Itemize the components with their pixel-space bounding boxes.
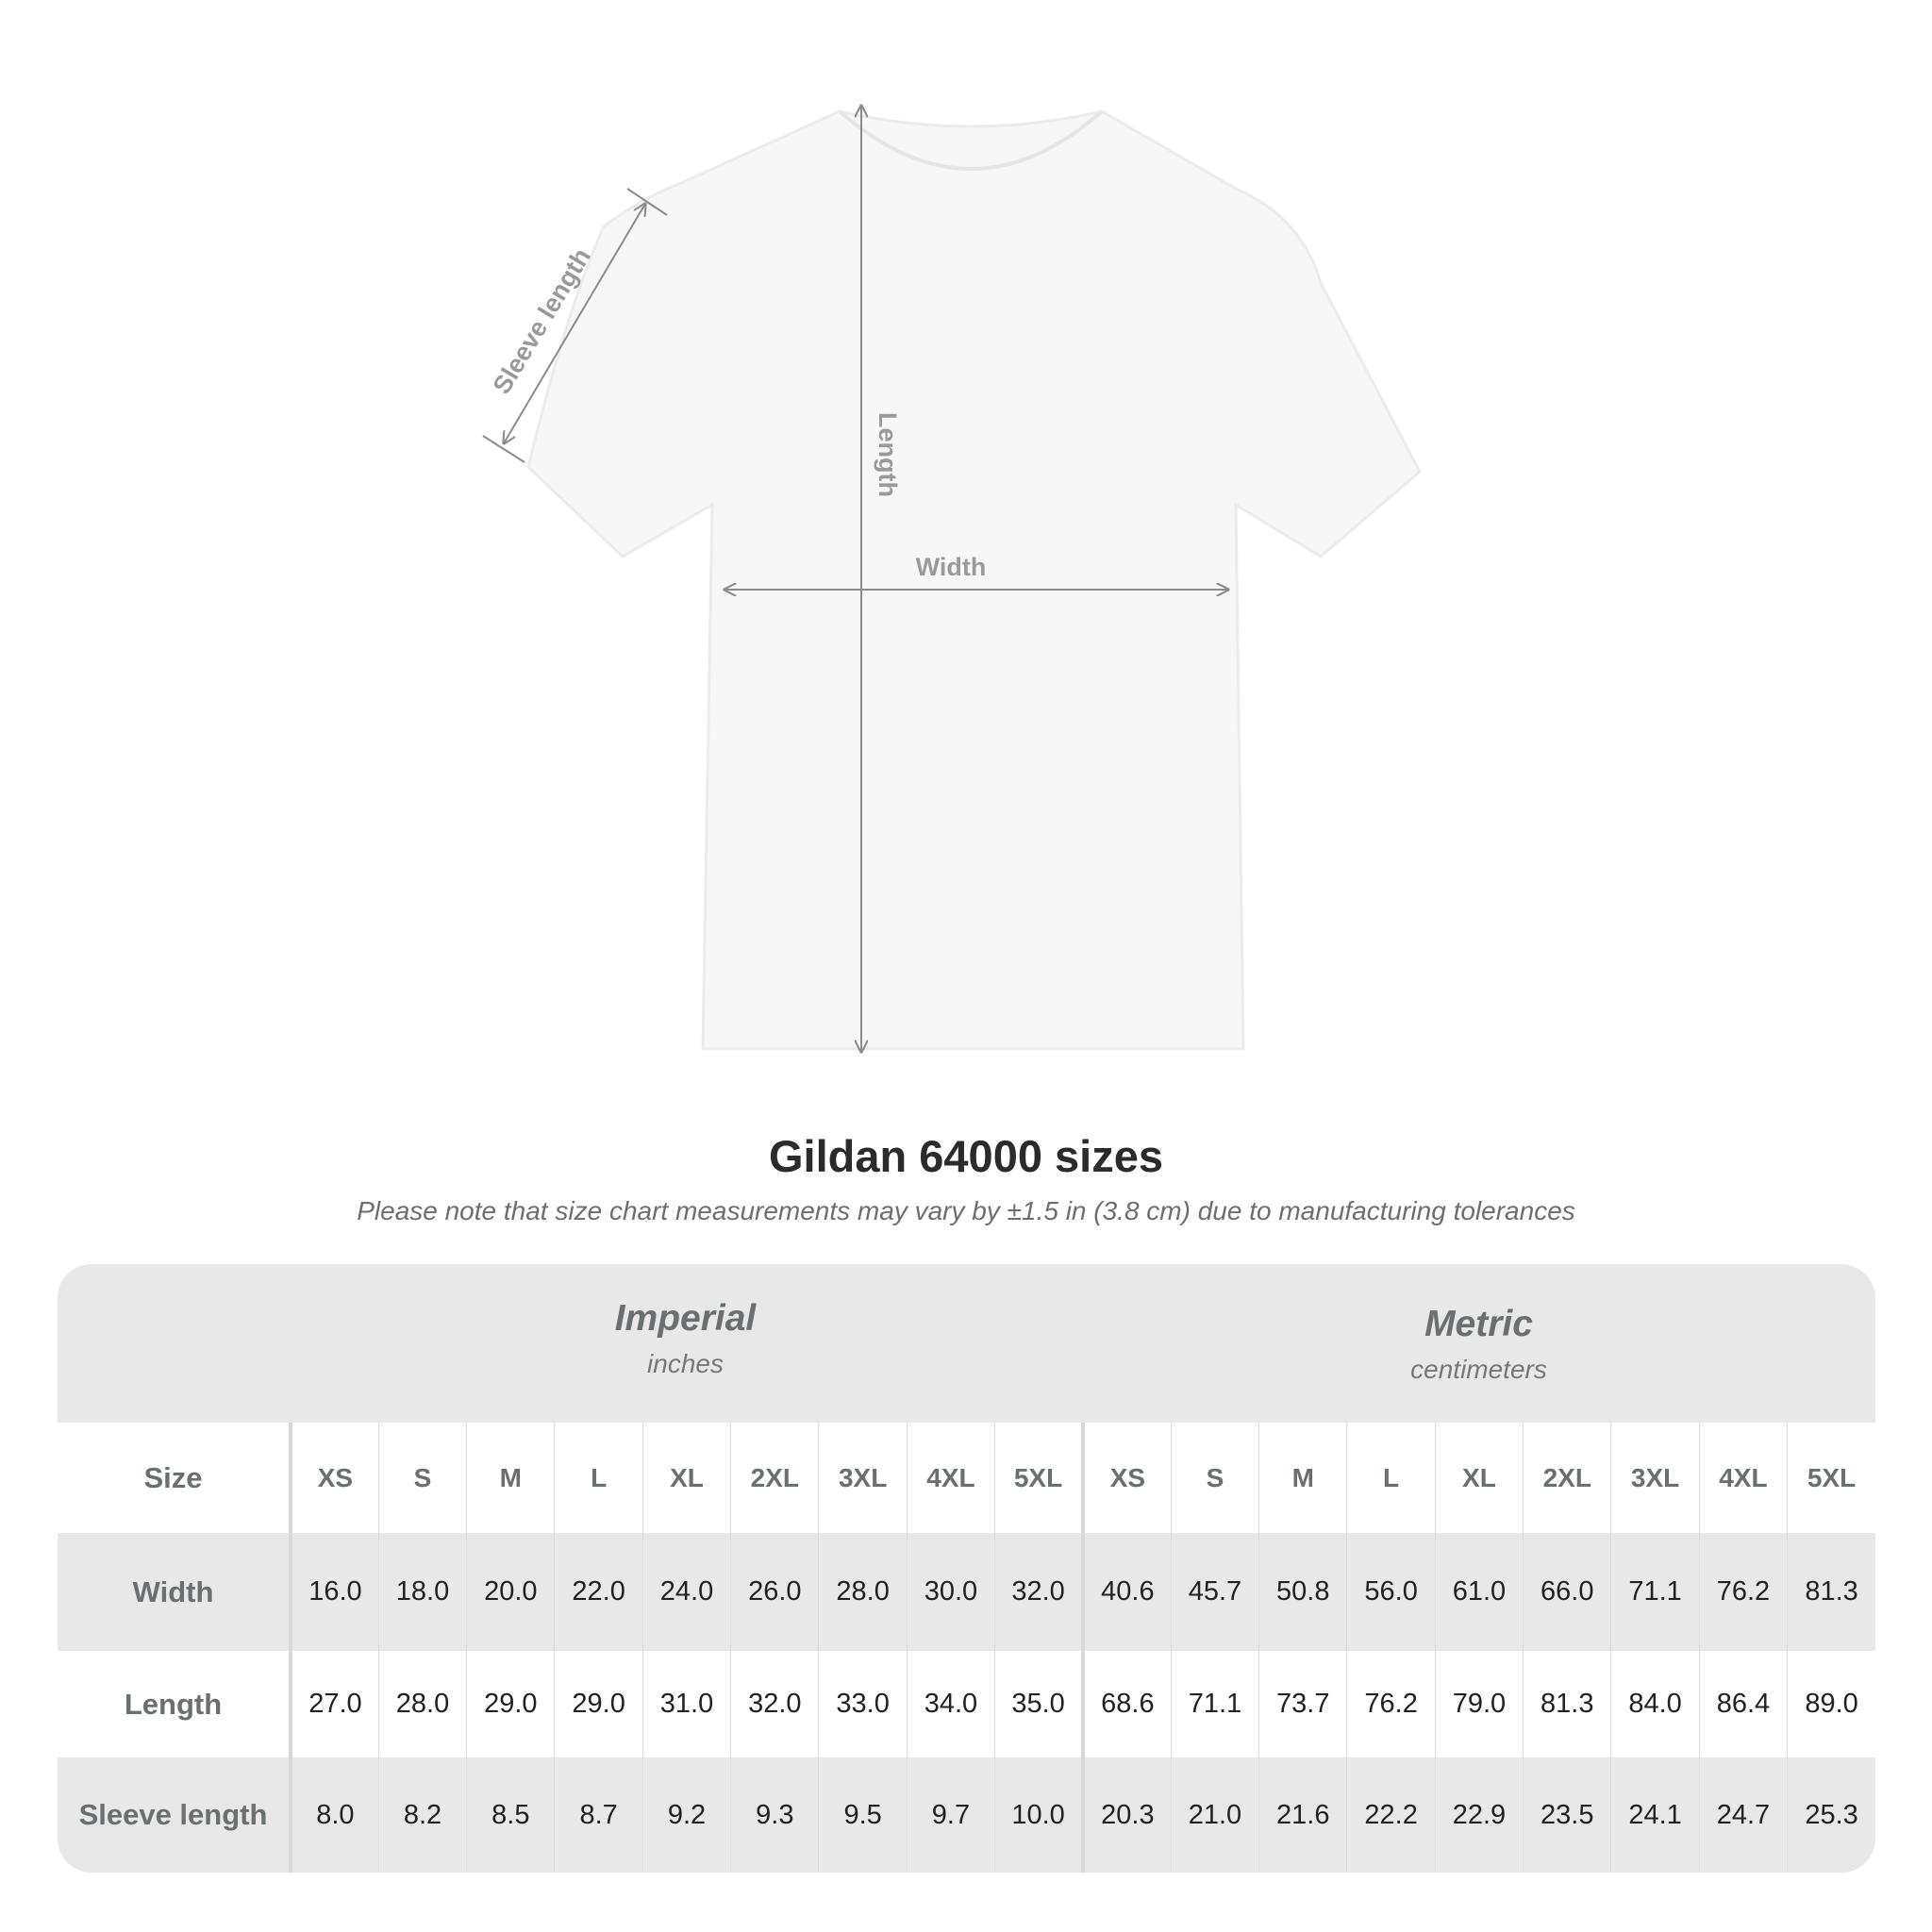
metric-size-2xl: 2XL [1523,1423,1611,1533]
imperial-size-s: S [377,1423,467,1533]
metric-size-l: L [1346,1423,1436,1533]
metric-size-m: M [1258,1423,1347,1533]
metric-value-cell: 84.0 [1610,1651,1700,1757]
metric-value-cell: 56.0 [1346,1533,1436,1651]
metric-value-cell: 50.8 [1258,1533,1347,1651]
imperial-value-cell: 20.0 [466,1533,555,1651]
imperial-value-cell: 9.3 [730,1757,819,1873]
row-label: Sleeve length [58,1757,292,1873]
metric-value-cell: 24.7 [1698,1757,1788,1873]
metric-value-cell: 81.3 [1787,1533,1875,1651]
imperial-value-cell: 32.0 [994,1533,1083,1651]
metric-value-cell: 22.2 [1346,1757,1436,1873]
table-row: Sleeve length 8.0 8.2 8.5 8.7 9.2 9.3 9.5 9.7 10.… [58,1757,1875,1873]
imperial-size-l: L [554,1423,643,1533]
imperial-value-cell: 30.0 [906,1533,995,1651]
row-label: Width [58,1533,292,1651]
sleeve-arrow [504,204,645,443]
imperial-value-cell: 35.0 [994,1651,1083,1757]
metric-value-cell: 61.0 [1434,1533,1524,1651]
size-label: Size [58,1423,292,1533]
metric-value-cell: 73.7 [1258,1651,1347,1757]
table-row: Width 16.0 18.0 20.0 22.0 24.0 26.0 28.0 30.0 32.… [58,1533,1875,1651]
chart-title: Gildan 64000 sizes [768,1131,1164,1181]
imperial-size-3xl: 3XL [818,1423,908,1533]
imperial-value-cell: 32.0 [730,1651,819,1757]
metric-value-cell: 66.0 [1523,1533,1611,1651]
metric-header: Metric centimeters [1082,1304,1875,1462]
tshirt-diagram: Sleeve length Length Width [482,0,1422,1094]
metric-size-5xl: 5XL [1787,1423,1875,1533]
imperial-value-cell: 29.0 [554,1651,643,1757]
size-grid: Size XS S M L XL 2XL 3XL 4XL 5XL XS S M L XL 2XL 3XL 4XL 5… [58,1423,1875,1873]
metric-value-cell: 89.0 [1787,1651,1875,1757]
imperial-value-cell: 9.7 [906,1757,995,1873]
metric-unit: centimeters [1410,1355,1547,1384]
imperial-title: Imperial [614,1298,757,1339]
imperial-value-cell: 9.5 [818,1757,908,1873]
imperial-size-2xl: 2XL [730,1423,819,1533]
tolerance-note: Please note that size chart measurements… [357,1196,1575,1225]
metric-value-cell: 86.4 [1698,1651,1788,1757]
imperial-value-cell: 10.0 [994,1757,1083,1873]
metric-size-xs: XS [1080,1423,1172,1533]
metric-value-cell: 79.0 [1434,1651,1524,1757]
size-table: Imperial inches Metric centimeters Size X… [58,1264,1875,1873]
imperial-value-cell: 8.7 [554,1757,643,1873]
metric-size-s: S [1170,1423,1259,1533]
imperial-value-cell: 26.0 [730,1533,819,1651]
length-label: Length [874,412,902,497]
imperial-value-cell: 8.5 [466,1757,555,1873]
imperial-value-cell: 27.0 [290,1651,379,1757]
metric-value-cell: 81.3 [1523,1651,1611,1757]
imperial-size-m: M [466,1423,555,1533]
table-row: Length 27.0 28.0 29.0 29.0 31.0 32.0 33.0 34.0 35… [58,1651,1875,1757]
imperial-value-cell: 29.0 [466,1651,555,1757]
metric-value-cell: 21.0 [1170,1757,1259,1873]
metric-value-cell: 40.6 [1080,1533,1172,1651]
metric-value-cell: 23.5 [1523,1757,1611,1873]
metric-size-xl: XL [1434,1423,1524,1533]
metric-value-cell: 71.1 [1610,1533,1700,1651]
imperial-header: Imperial inches [289,1298,1082,1457]
row-label: Length [58,1651,292,1757]
metric-value-cell: 21.6 [1258,1757,1347,1873]
collar [838,109,1104,171]
imperial-value-cell: 22.0 [554,1533,643,1651]
size-header-row: Size XS S M L XL 2XL 3XL 4XL 5XL XS S M L XL 2XL 3XL 4XL 5… [58,1423,1875,1533]
metric-value-cell: 76.2 [1346,1651,1436,1757]
imperial-value-cell: 18.0 [377,1533,467,1651]
imperial-size-xs: XS [290,1423,379,1533]
metric-title: Metric [1424,1304,1533,1344]
metric-value-cell: 22.9 [1434,1757,1524,1873]
metric-value-cell: 25.3 [1787,1757,1875,1873]
imperial-value-cell: 24.0 [641,1533,731,1651]
imperial-unit: inches [647,1349,724,1378]
imperial-value-cell: 34.0 [906,1651,995,1757]
imperial-value-cell: 8.0 [290,1757,379,1873]
metric-value-cell: 24.1 [1610,1757,1700,1873]
metric-size-3xl: 3XL [1610,1423,1700,1533]
width-label: Width [916,553,987,581]
imperial-value-cell: 8.2 [377,1757,467,1873]
metric-size-4xl: 4XL [1698,1423,1788,1533]
imperial-size-4xl: 4XL [906,1423,995,1533]
imperial-value-cell: 28.0 [377,1651,467,1757]
metric-value-cell: 68.6 [1080,1651,1172,1757]
imperial-value-cell: 9.2 [641,1757,731,1873]
imperial-size-5xl: 5XL [994,1423,1083,1533]
metric-value-cell: 20.3 [1080,1757,1172,1873]
imperial-size-xl: XL [641,1423,731,1533]
imperial-value-cell: 16.0 [290,1533,379,1651]
imperial-value-cell: 28.0 [818,1533,908,1651]
imperial-value-cell: 31.0 [641,1651,731,1757]
metric-value-cell: 71.1 [1170,1651,1259,1757]
metric-value-cell: 76.2 [1698,1533,1788,1651]
imperial-value-cell: 33.0 [818,1651,908,1757]
metric-value-cell: 45.7 [1170,1533,1259,1651]
